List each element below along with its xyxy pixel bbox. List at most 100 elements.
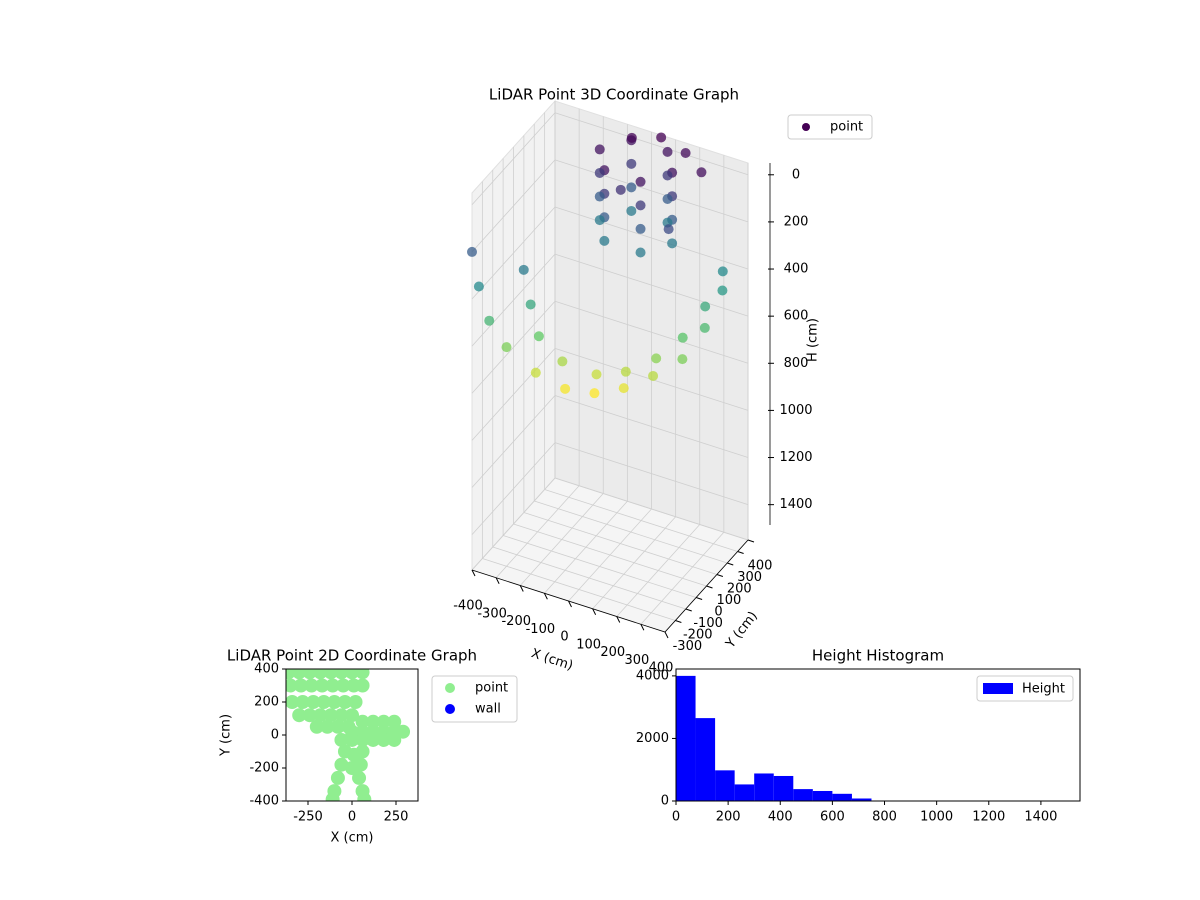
tick-mark <box>592 608 597 615</box>
point <box>677 332 688 343</box>
chart-title: Height Histogram <box>812 647 944 665</box>
bar <box>715 770 735 801</box>
tick-mark <box>640 624 645 631</box>
bar <box>695 718 716 801</box>
tick-mark <box>664 631 669 639</box>
point <box>599 235 610 246</box>
y-tick-label: 4000 <box>636 668 669 683</box>
point <box>525 299 536 310</box>
point <box>648 370 659 381</box>
point <box>355 678 370 693</box>
axes-frame <box>285 668 419 802</box>
point <box>651 353 662 364</box>
chart-title: LiDAR Point 2D Coordinate Graph <box>227 647 477 665</box>
bar <box>812 790 833 801</box>
x-tick-label: 1000 <box>920 810 953 825</box>
tick-mark <box>568 600 572 608</box>
point <box>396 724 411 739</box>
z-tick-label: 200 <box>784 214 809 229</box>
y-tick-label: 0 <box>714 605 722 620</box>
x-tick-label: 600 <box>820 810 845 825</box>
point <box>336 678 351 693</box>
point <box>313 669 328 680</box>
legend-label: point <box>830 120 863 135</box>
y-tick-label: 400 <box>748 559 773 574</box>
x-tick-label: 1400 <box>1024 810 1057 825</box>
point <box>292 669 307 680</box>
point <box>352 770 367 785</box>
point <box>366 714 381 729</box>
x-tick-label: 400 <box>768 810 793 825</box>
x-tick-label: 0 <box>348 810 356 825</box>
axis-line <box>471 539 749 633</box>
point <box>357 792 372 801</box>
x-tick-label: 250 <box>384 810 409 825</box>
y-tick-label: 200 <box>727 582 752 597</box>
point <box>286 678 298 693</box>
legend-marker <box>445 704 455 714</box>
x-tick-label: 100 <box>576 637 601 652</box>
point <box>348 695 363 709</box>
z-tick-label: 800 <box>784 356 809 371</box>
point <box>680 147 691 158</box>
point <box>309 719 324 734</box>
legend-label: Height <box>1022 682 1065 697</box>
tick-mark <box>695 597 703 600</box>
point <box>330 719 345 734</box>
grid-line <box>482 558 676 621</box>
bar <box>676 675 696 801</box>
point <box>323 669 338 680</box>
point <box>323 708 338 723</box>
point <box>530 367 541 378</box>
point <box>589 388 600 399</box>
grid-line <box>554 300 749 364</box>
point <box>717 266 728 277</box>
y-tick-label: -200 <box>683 628 713 643</box>
point <box>484 315 495 326</box>
tick-mark <box>737 551 744 554</box>
x-tick-label: -250 <box>293 810 323 825</box>
point <box>635 176 646 187</box>
point <box>594 191 605 202</box>
point <box>345 761 359 775</box>
point <box>557 356 568 367</box>
grid-line <box>471 206 556 300</box>
z-tick-label: 1000 <box>779 403 812 418</box>
chart-title: LiDAR Point 3D Coordinate Graph <box>489 86 739 104</box>
point <box>355 669 370 680</box>
tick-mark <box>685 608 692 612</box>
y-tick-label: 0 <box>661 794 669 809</box>
point <box>626 132 637 143</box>
point <box>376 732 391 747</box>
point <box>591 369 602 380</box>
x-tick-label: -300 <box>477 606 507 621</box>
point <box>334 757 349 772</box>
x-tick-label: 0 <box>560 630 568 645</box>
point <box>286 695 300 709</box>
y-tick-label: -300 <box>673 639 703 654</box>
grid-line <box>554 395 749 458</box>
point <box>366 732 381 747</box>
point <box>662 194 673 205</box>
grid-line <box>554 112 749 176</box>
legend-label: wall <box>475 702 501 717</box>
point <box>327 695 342 709</box>
point <box>313 708 328 723</box>
point <box>626 158 637 169</box>
point <box>696 167 707 178</box>
axes-frame <box>675 668 1081 802</box>
point <box>330 770 345 785</box>
point <box>295 695 310 709</box>
grid-line <box>554 253 749 317</box>
grid-line <box>503 535 697 598</box>
tick-mark <box>716 574 724 577</box>
point <box>387 714 402 729</box>
point <box>346 747 361 762</box>
point <box>345 732 359 747</box>
point <box>501 342 512 353</box>
point <box>533 331 544 342</box>
bar <box>832 793 852 801</box>
point <box>302 708 317 723</box>
x-tick-label: 400 <box>649 661 674 676</box>
legend-box <box>787 114 873 140</box>
